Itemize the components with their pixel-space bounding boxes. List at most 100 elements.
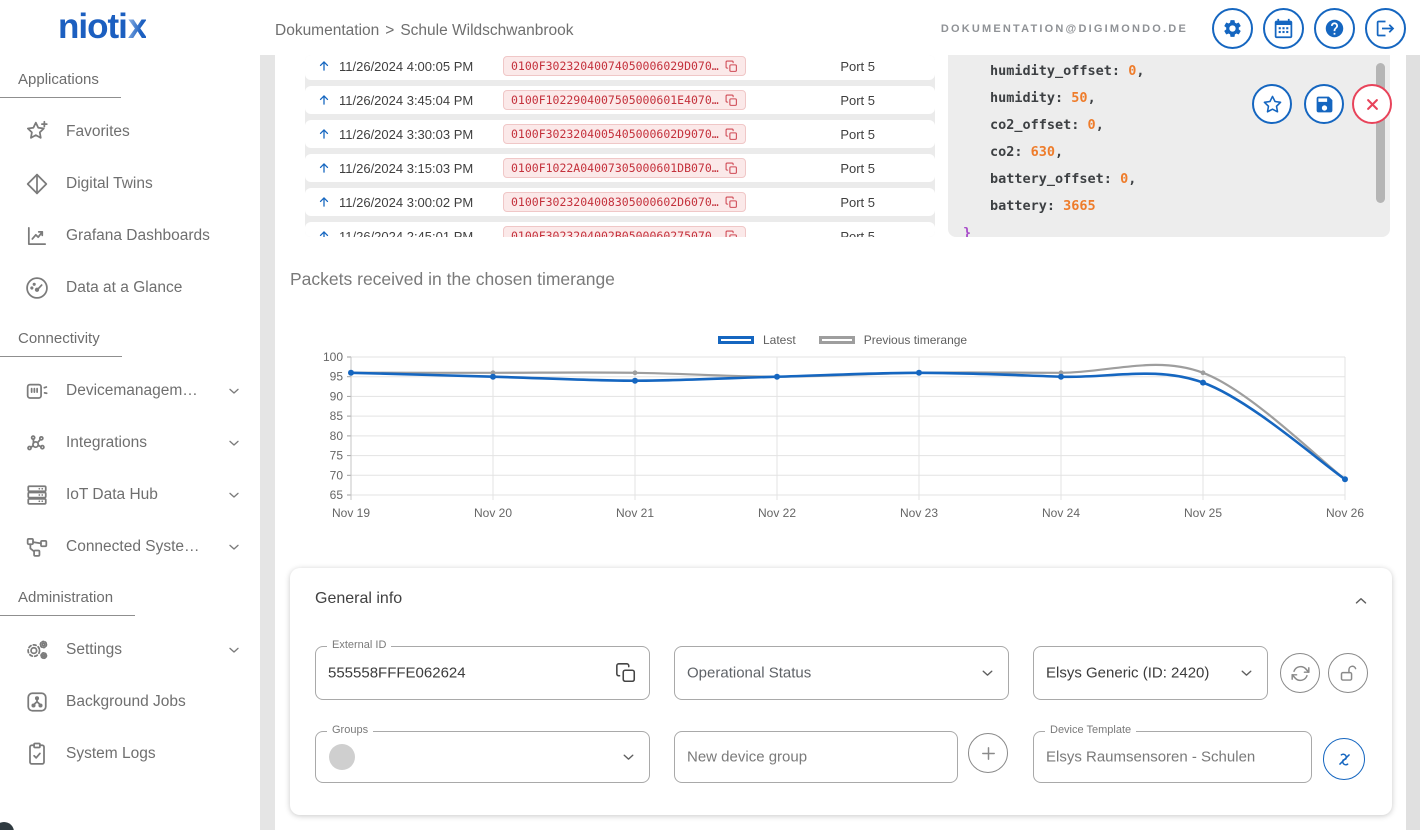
external-id-value: 555558FFFE062624 xyxy=(328,664,466,682)
sidebar-item-iot-data-hub[interactable]: IoT Data Hub xyxy=(0,469,258,521)
packet-timestamp: 11/26/2024 4:00:05 PM xyxy=(339,58,474,74)
payload-viewer-scrollbar[interactable] xyxy=(1376,63,1385,203)
packet-payload-pill: 0100F1022A04007305000601DB070… xyxy=(503,158,746,178)
sidebar-item-label: Settings xyxy=(66,641,123,658)
svg-text:Nov 25: Nov 25 xyxy=(1184,506,1222,520)
unlock-device-button[interactable] xyxy=(1328,653,1368,693)
packet-row[interactable]: 11/26/2024 3:15:03 PM 0100F1022A040073050… xyxy=(305,154,935,182)
packet-row[interactable]: 11/26/2024 3:00:02 PM 0100F30232040083050… xyxy=(305,188,935,216)
uplink-arrow-icon xyxy=(317,93,339,107)
sidebar-item-label: Devicemanagem… xyxy=(66,382,198,399)
packet-row[interactable]: 11/26/2024 4:00:05 PM 0100F30232040074050… xyxy=(305,55,935,80)
packet-row[interactable]: 11/26/2024 3:45:04 PM 0100F10229040075050… xyxy=(305,86,935,114)
svg-text:Nov 24: Nov 24 xyxy=(1042,506,1080,520)
packet-payload: 0100F1022A04007305000601DB070… xyxy=(511,161,719,175)
copy-payload-button[interactable] xyxy=(725,230,738,237)
packet-port: Port 5 xyxy=(840,194,875,210)
svg-text:Nov 26: Nov 26 xyxy=(1326,506,1364,520)
legend-swatch-latest xyxy=(718,336,754,344)
collapse-section-button[interactable] xyxy=(1352,592,1370,610)
packet-row[interactable]: 11/26/2024 3:30:03 PM 0100F30232040054050… xyxy=(305,120,935,148)
logo-text-accent: x xyxy=(127,7,147,46)
copy-payload-button[interactable] xyxy=(725,162,738,175)
help-button[interactable] xyxy=(1314,8,1355,49)
packet-timestamp: 11/26/2024 3:00:02 PM xyxy=(339,194,474,210)
breadcrumb-section[interactable]: Dokumentation xyxy=(275,22,380,39)
sidebar-item-digital-twins[interactable]: Digital Twins xyxy=(0,158,258,210)
svg-text:Nov 19: Nov 19 xyxy=(332,506,370,520)
svg-text:Nov 22: Nov 22 xyxy=(758,506,796,520)
sidebar-item-system-logs[interactable]: System Logs xyxy=(0,728,258,780)
chevron-down-icon xyxy=(1238,665,1255,682)
packet-port: Port 5 xyxy=(840,58,875,74)
payload-json-line: battery: 3665 xyxy=(990,198,1096,214)
system-logs-icon xyxy=(22,739,52,769)
settings-button[interactable] xyxy=(1212,8,1253,49)
add-group-button[interactable] xyxy=(968,733,1008,773)
packet-payload-pill: 0100F3023204002B0500060275070… xyxy=(503,226,746,237)
svg-text:Nov 21: Nov 21 xyxy=(616,506,654,520)
external-id-field[interactable]: External ID 555558FFFE062624 xyxy=(315,639,650,700)
sidebar-item-connected-syste[interactable]: Connected Syste… xyxy=(0,521,258,573)
group-avatar-chip xyxy=(329,744,355,770)
device-template-label: Device Template xyxy=(1045,724,1137,736)
packet-payload-pill: 0100F3023204005405000602D9070… xyxy=(503,124,746,144)
sidebar-section-title-connectivity: Connectivity xyxy=(0,330,122,357)
breadcrumb: Dokumentation > Schule Wildschwanbrook xyxy=(275,22,574,40)
favorite-star-button[interactable] xyxy=(1252,84,1292,124)
packet-port: Port 5 xyxy=(840,92,875,108)
svg-text:70: 70 xyxy=(330,468,344,482)
bottom-left-partial-element xyxy=(0,822,14,830)
svg-text:75: 75 xyxy=(330,449,344,463)
sidebar-item-label: Digital Twins xyxy=(66,175,153,192)
close-button[interactable] xyxy=(1352,84,1392,124)
calendar-button[interactable] xyxy=(1263,8,1304,49)
svg-text:100: 100 xyxy=(323,350,343,364)
copy-payload-button[interactable] xyxy=(725,94,738,107)
packet-port: Port 5 xyxy=(840,160,875,176)
chevron-down-icon xyxy=(226,435,242,451)
sidebar-item-label: IoT Data Hub xyxy=(66,486,158,503)
packet-port: Port 5 xyxy=(840,228,875,238)
packet-row[interactable]: 11/26/2024 2:45:01 PM 0100F3023204002B050… xyxy=(305,222,935,237)
sidebar-item-devicemanagem[interactable]: Devicemanagem… xyxy=(0,365,258,417)
page-scrollbar[interactable] xyxy=(1406,55,1420,830)
sidebar-item-grafana-dashboards[interactable]: Grafana Dashboards xyxy=(0,210,258,262)
packet-payload: 0100F3023204005405000602D9070… xyxy=(511,127,719,141)
svg-text:Nov 23: Nov 23 xyxy=(900,506,938,520)
packets-rows: 11/26/2024 4:00:05 PM 0100F30232040074050… xyxy=(305,55,935,237)
svg-text:85: 85 xyxy=(330,409,344,423)
legend-label-previous: Previous timerange xyxy=(863,333,968,347)
niotix-logo[interactable]: niotix xyxy=(58,7,147,47)
groups-select[interactable]: Groups xyxy=(315,724,650,783)
unlock-icon xyxy=(1338,663,1359,684)
sidebar-item-settings[interactable]: Settings xyxy=(0,624,258,676)
copy-payload-button[interactable] xyxy=(725,128,738,141)
logo-text-main: nioti xyxy=(58,7,128,46)
header-actions: DOKUMENTATION@DIGIMONDO.DE xyxy=(941,8,1406,49)
sidebar-item-label: Favorites xyxy=(66,123,130,140)
sidebar-item-background-jobs[interactable]: Background Jobs xyxy=(0,676,258,728)
svg-text:65: 65 xyxy=(330,488,344,502)
device-template-field[interactable]: Device Template Elsys Raumsensoren - Sch… xyxy=(1033,724,1312,783)
operational-status-select[interactable]: Operational Status xyxy=(674,646,1009,700)
device-type-select[interactable]: Elsys Generic (ID: 2420) xyxy=(1033,646,1268,700)
save-button[interactable] xyxy=(1304,84,1344,124)
copy-external-id-button[interactable] xyxy=(615,662,637,684)
unlink-template-button[interactable] xyxy=(1323,738,1365,780)
logout-button[interactable] xyxy=(1365,8,1406,49)
sidebar-item-integrations[interactable]: Integrations xyxy=(0,417,258,469)
sync-device-button[interactable] xyxy=(1280,653,1320,693)
payload-code: humidity_offset: 0, humidity: 50, co2_offs… xyxy=(948,58,1390,237)
close-x-icon xyxy=(1362,94,1383,115)
sidebar-item-favorites[interactable]: Favorites xyxy=(0,106,258,158)
payload-viewer-panel[interactable]: humidity_offset: 0, humidity: 50, co2_offs… xyxy=(948,55,1390,237)
copy-payload-button[interactable] xyxy=(725,60,738,73)
new-device-group-input[interactable]: New device group xyxy=(674,731,958,783)
copy-payload-button[interactable] xyxy=(725,196,738,209)
operational-status-value: Operational Status xyxy=(687,664,812,682)
sidebar-item-data-at-a-glance[interactable]: Data at a Glance xyxy=(0,262,258,314)
sync-icon xyxy=(1290,663,1311,684)
chevron-down-icon xyxy=(979,665,996,682)
device-management-icon xyxy=(22,376,52,406)
